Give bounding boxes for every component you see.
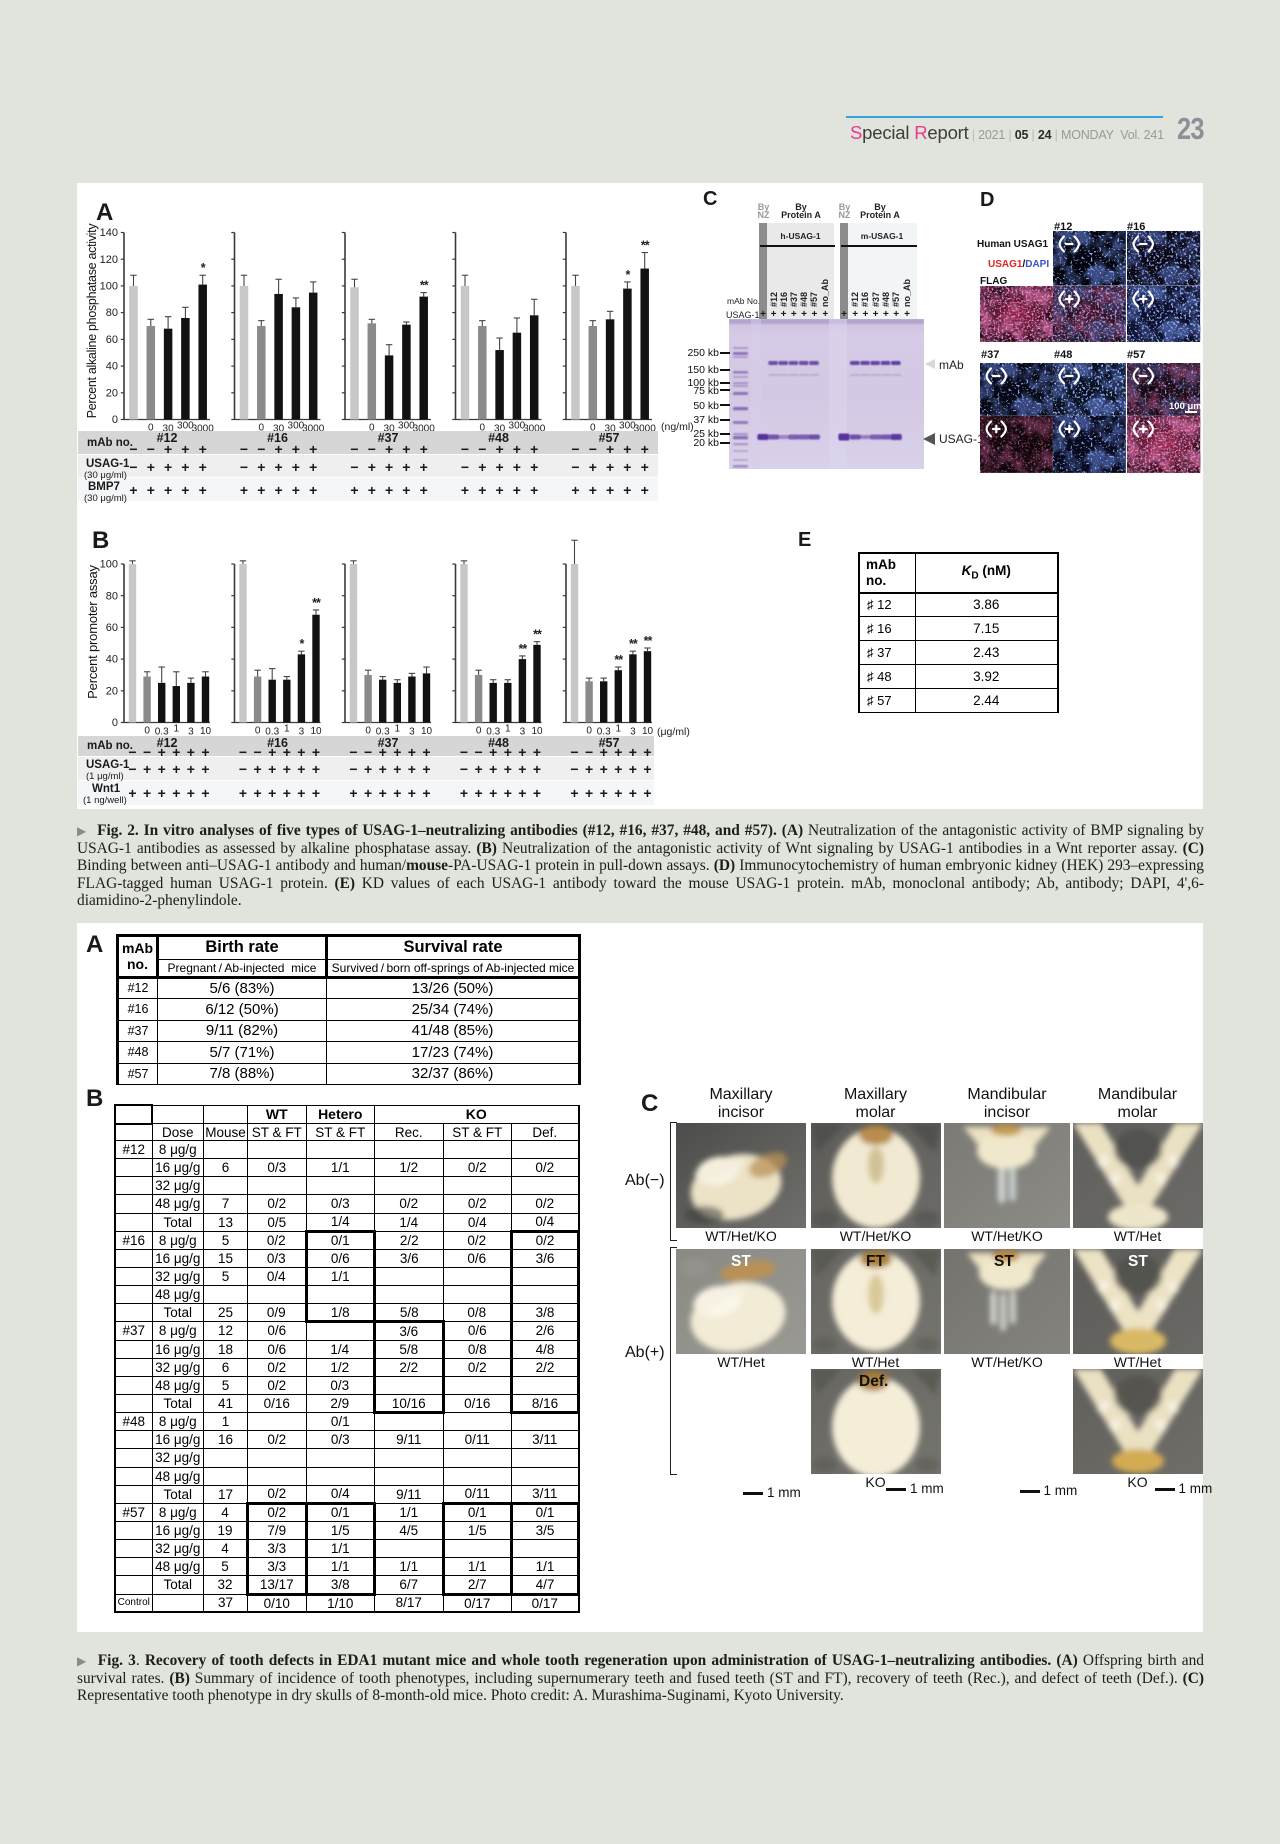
svg-text:0: 0 xyxy=(476,726,482,737)
svg-text:3000: 3000 xyxy=(634,424,657,435)
svg-text:**: ** xyxy=(641,239,650,253)
svg-text:80: 80 xyxy=(106,307,118,319)
svg-text:**: ** xyxy=(312,596,321,610)
svg-text:3: 3 xyxy=(520,727,526,738)
svg-text:**: ** xyxy=(533,628,542,642)
svg-text:1: 1 xyxy=(284,724,290,735)
svg-text:300: 300 xyxy=(288,421,305,432)
svg-text:30: 30 xyxy=(163,424,175,435)
svg-text:1: 1 xyxy=(395,724,401,735)
svg-text:300: 300 xyxy=(619,421,636,432)
svg-text:30: 30 xyxy=(494,424,506,435)
svg-text:0.3: 0.3 xyxy=(376,727,390,738)
svg-text:30: 30 xyxy=(273,424,285,435)
svg-text:30: 30 xyxy=(605,424,617,435)
svg-text:0: 0 xyxy=(148,423,154,434)
svg-text:3: 3 xyxy=(630,727,636,738)
svg-text:*: * xyxy=(201,261,206,275)
svg-text:**: ** xyxy=(420,279,429,293)
svg-text:80: 80 xyxy=(106,590,118,602)
svg-text:*: * xyxy=(299,637,304,651)
svg-text:3: 3 xyxy=(299,727,305,738)
svg-text:60: 60 xyxy=(106,334,118,346)
svg-text:40: 40 xyxy=(106,654,118,666)
svg-text:100: 100 xyxy=(100,281,118,293)
svg-text:0: 0 xyxy=(365,726,371,737)
svg-text:3000: 3000 xyxy=(302,424,325,435)
svg-text:0: 0 xyxy=(586,726,592,737)
svg-text:10: 10 xyxy=(642,726,654,737)
svg-text:**: ** xyxy=(629,637,638,651)
svg-text:0: 0 xyxy=(255,726,261,737)
svg-text:3000: 3000 xyxy=(192,424,215,435)
svg-text:10: 10 xyxy=(531,726,543,737)
svg-text:*: * xyxy=(625,268,630,282)
svg-text:3: 3 xyxy=(188,727,194,738)
svg-text:3000: 3000 xyxy=(413,424,436,435)
svg-text:10: 10 xyxy=(200,726,212,737)
svg-text:0.3: 0.3 xyxy=(265,727,279,738)
svg-text:10: 10 xyxy=(421,726,433,737)
svg-text:10: 10 xyxy=(310,726,322,737)
svg-text:120: 120 xyxy=(100,254,118,266)
svg-text:0: 0 xyxy=(144,726,150,737)
svg-text:0: 0 xyxy=(369,423,375,434)
svg-text:20: 20 xyxy=(106,685,118,697)
svg-text:0: 0 xyxy=(480,423,486,434)
svg-text:0: 0 xyxy=(590,423,596,434)
svg-text:0.3: 0.3 xyxy=(597,727,611,738)
svg-text:100: 100 xyxy=(100,559,118,571)
svg-text:**: ** xyxy=(519,642,528,656)
svg-text:0: 0 xyxy=(112,414,118,426)
svg-text:3: 3 xyxy=(409,727,415,738)
svg-text:20: 20 xyxy=(106,387,118,399)
svg-text:140: 140 xyxy=(100,227,118,239)
svg-text:0: 0 xyxy=(112,717,118,729)
svg-text:1: 1 xyxy=(616,724,622,735)
svg-text:0.3: 0.3 xyxy=(486,727,500,738)
svg-text:1: 1 xyxy=(174,724,180,735)
svg-text:40: 40 xyxy=(106,361,118,373)
svg-text:1: 1 xyxy=(505,724,511,735)
svg-text:0: 0 xyxy=(259,423,265,434)
svg-text:0.3: 0.3 xyxy=(155,727,169,738)
svg-text:**: ** xyxy=(644,634,653,648)
svg-text:**: ** xyxy=(614,653,623,667)
svg-text:300: 300 xyxy=(177,421,194,432)
svg-text:60: 60 xyxy=(106,622,118,634)
svg-text:300: 300 xyxy=(398,421,415,432)
svg-text:3000: 3000 xyxy=(523,424,546,435)
svg-text:300: 300 xyxy=(509,421,526,432)
svg-text:30: 30 xyxy=(384,424,396,435)
